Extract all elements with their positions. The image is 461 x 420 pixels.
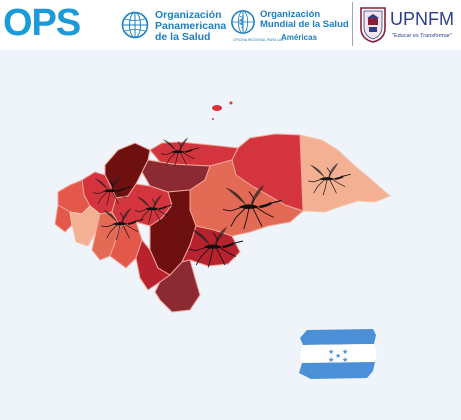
- department-gracias-a-dios: [299, 134, 391, 213]
- who-region: Américas: [281, 33, 318, 42]
- paho-name-line2: Panamericana: [155, 20, 227, 32]
- flag-star-icon: ★: [328, 356, 334, 364]
- who-region-prefix: OFICINA REGIONAL PARA LAS: [233, 38, 284, 42]
- paho-name-line1: Organización: [155, 9, 222, 21]
- who-emblem-icon: [231, 10, 255, 34]
- who-name-line2: Mundial de la Salud: [260, 19, 349, 30]
- flag-star-icon: ★: [335, 352, 341, 360]
- paho-name-line3: de la Salud: [155, 31, 211, 43]
- who-name-line1: Organización: [260, 9, 321, 20]
- flag-star-icon: ★: [328, 348, 334, 356]
- upnfm-name: UPNFM: [390, 9, 454, 29]
- island-shape: [212, 118, 214, 120]
- flag-star-icon: ★: [342, 348, 348, 356]
- header-logos: OPS Organización Panamericana de la Salu…: [0, 0, 461, 50]
- logo-divider: [352, 2, 353, 46]
- flag-star-icon: ★: [342, 356, 348, 364]
- department-choluteca: [154, 259, 201, 313]
- honduras-flag: ★ ★ ★ ★ ★: [299, 329, 377, 379]
- department-ocotepeque: [54, 204, 73, 233]
- upnfm-motto: "Educar es Transformar": [392, 33, 452, 39]
- upnfm-shield-icon: [360, 7, 386, 43]
- ops-logo: OPS: [3, 2, 81, 44]
- paho-globe-icon: [121, 11, 149, 39]
- island-shape: [212, 105, 222, 111]
- island-shape: [229, 101, 233, 105]
